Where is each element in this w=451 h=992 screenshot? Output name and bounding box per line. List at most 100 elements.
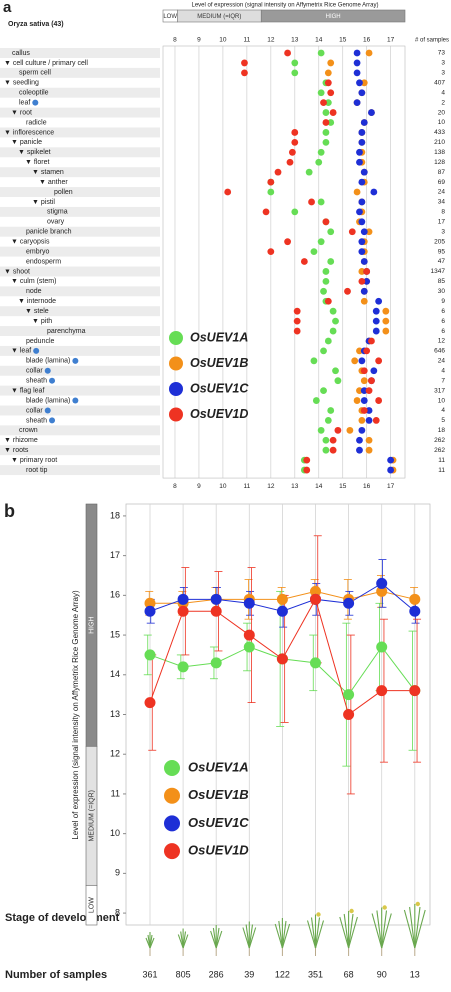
dot [320,347,327,355]
dot [358,198,366,206]
x-tick-label: 13 [291,483,299,490]
band-label: LOW [163,14,177,20]
sample-count: 6 [441,308,445,315]
dot [291,69,299,77]
dot [353,99,361,107]
sample-count: 30 [438,288,446,295]
sample-count: 128 [434,159,445,166]
dot [262,208,270,216]
dot [276,605,288,617]
y-tick-label: 12 [110,749,120,759]
row-label: ▼ floret [25,159,49,166]
row-label: sheath [26,417,47,424]
dot [360,297,368,305]
sample-count: 18 [438,427,446,434]
dot [375,397,383,404]
dot [310,357,318,365]
dot [327,258,335,265]
x-tick-label: 12 [267,483,275,490]
dot [310,657,321,669]
row-label: ▼ pistil [32,199,55,206]
x-tick-label: 8 [173,483,177,490]
dot [387,466,395,474]
info-icon [44,407,51,414]
plant [149,937,155,949]
sample-count: 17 [438,219,446,226]
sample-count: 4 [441,407,445,414]
band-label: HIGH [326,14,341,20]
dot [267,178,275,186]
sample-count: 122 [275,969,290,979]
legend-marker [164,760,180,776]
info-icon [44,367,51,374]
dot [344,287,351,295]
row-label: ▼ flag leaf [11,387,44,394]
plant [278,920,283,949]
x-tick-label: 16 [363,483,371,490]
dot [365,228,373,236]
dot [376,641,388,653]
dot [370,188,378,196]
row-label: blade (lamina) [26,397,70,404]
x-tick-label: 9 [197,37,201,44]
dot [288,148,296,156]
dot [332,317,339,325]
dot [360,228,368,236]
row-label: crown [19,427,38,434]
dot [308,198,315,206]
sample-count: 69 [438,179,446,186]
dot [356,208,363,216]
row-label: callus [12,50,30,57]
x-tick-label: 16 [363,37,371,44]
row-label: ▼ primary root [11,457,57,464]
dot [327,59,335,67]
dot [351,357,359,365]
dot [322,218,330,226]
y-label: Level of expression (signal intensity on… [71,590,80,840]
dot [322,119,330,126]
plant [215,927,220,949]
sample-count: 39 [244,969,254,979]
sample-count: 11 [438,467,445,474]
dot [291,59,299,67]
dot [329,307,337,315]
y-tick-label: 16 [110,590,120,600]
dot [358,426,366,434]
dot [300,258,308,265]
row-label: ▼ rhizome [4,437,38,444]
row-stripe [0,306,160,317]
row-label: leaf [19,99,30,106]
sample-count: 317 [434,387,445,394]
dot [363,347,371,355]
x-tick-label: 15 [339,483,347,490]
row-stripe [0,87,160,98]
dot [360,79,368,87]
dot [324,337,332,345]
dot [322,109,330,116]
dot [343,689,355,701]
sample-count: 7 [441,377,445,384]
dot [322,138,330,146]
row-label: sperm cell [19,70,51,77]
dot [310,593,321,605]
dot [324,99,332,107]
dot [358,138,366,146]
legend-marker [169,407,183,422]
sample-count: 351 [308,969,323,979]
sample-count: 1347 [431,268,446,275]
samples-label: Number of samples [5,969,107,981]
sample-count: 3 [441,70,445,77]
dot [315,158,323,166]
plant [381,910,388,949]
row-stripe [0,266,160,277]
dot [343,709,355,720]
plant [314,917,321,949]
legend-label: OsUEV1C [188,815,249,830]
info-icon [33,347,40,354]
info-icon [72,397,79,404]
y-tick-label: 10 [110,828,120,838]
dot [320,287,327,295]
dot [358,129,366,136]
x-tick-label: 10 [219,37,227,44]
dot [365,446,373,454]
